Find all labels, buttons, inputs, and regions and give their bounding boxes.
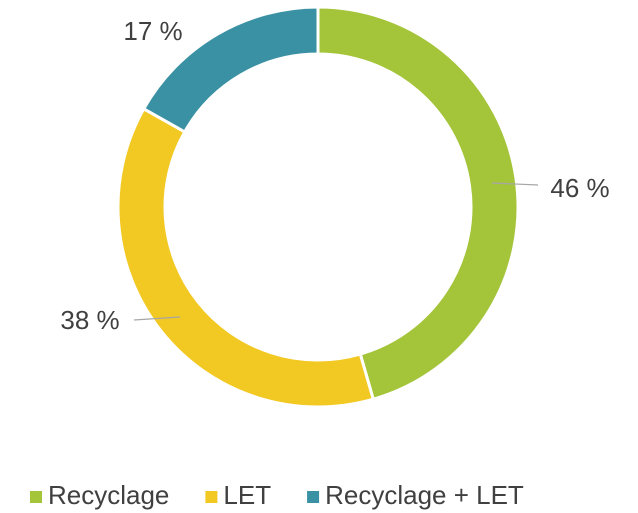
data-label: 17 % [123, 16, 182, 46]
leader-line [133, 316, 181, 321]
legend-swatch [307, 491, 320, 503]
legend-label: Recyclage [48, 480, 169, 510]
donut-slice [316, 5, 520, 402]
data-label: 46 % [550, 173, 609, 203]
leader-line [491, 182, 539, 186]
legend-label: Recyclage + LET [325, 480, 524, 510]
legend-label: LET [223, 480, 271, 510]
legend-swatch [30, 491, 42, 503]
donut-slice [116, 106, 376, 409]
legend-swatch [205, 491, 218, 503]
donut-slice [141, 5, 320, 134]
data-label: 38 % [60, 305, 119, 335]
